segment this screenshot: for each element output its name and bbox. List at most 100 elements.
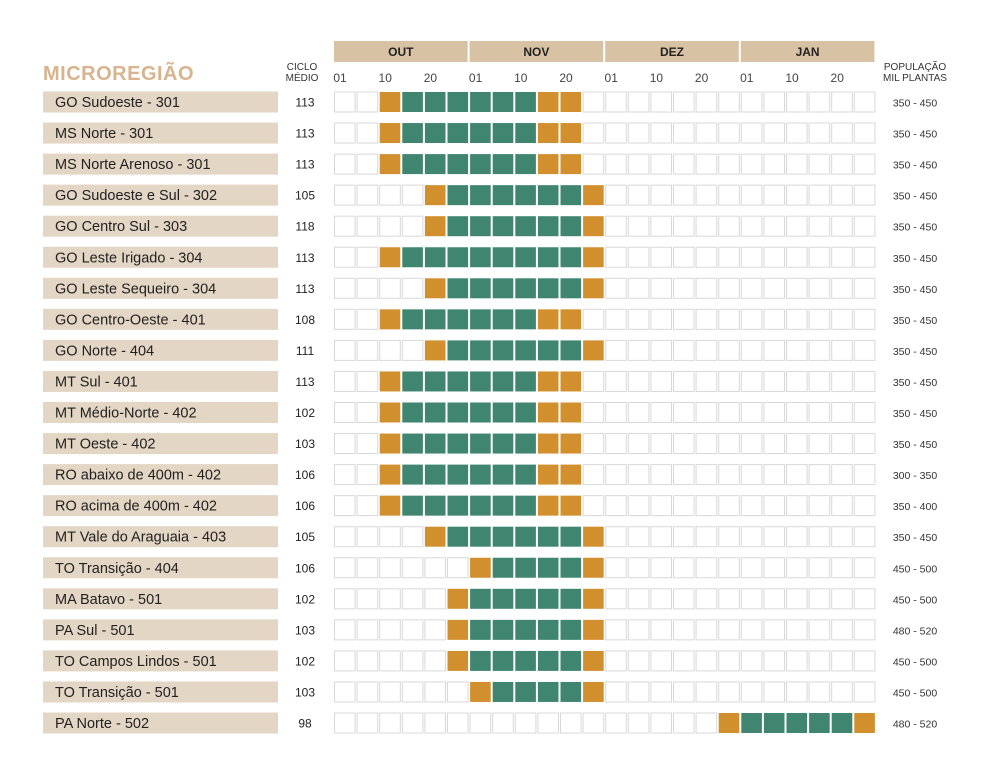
edge-window-cell	[379, 154, 401, 175]
table-row: MS Norte - 301 113 350 - 450	[43, 122, 937, 144]
empty-cell	[356, 650, 379, 672]
empty-cell	[356, 495, 379, 517]
empty-cell	[673, 650, 695, 672]
empty-cell	[605, 495, 627, 517]
empty-cell	[673, 464, 695, 486]
empty-cell	[808, 215, 831, 237]
empty-cell	[356, 246, 379, 268]
empty-cell	[582, 402, 605, 423]
region-label-bg	[43, 246, 278, 268]
empty-cell	[808, 308, 831, 330]
empty-cell	[786, 122, 808, 144]
edge-window-cell	[583, 681, 604, 702]
empty-cell	[831, 402, 853, 423]
empty-cell	[740, 246, 763, 268]
empty-cell	[650, 153, 673, 175]
empty-cell	[650, 370, 673, 392]
empty-cell	[718, 308, 740, 330]
core-window-cell	[424, 154, 446, 175]
empty-cell	[673, 370, 695, 392]
day-tick-label: 20	[559, 71, 573, 85]
empty-cell	[695, 619, 718, 641]
table-row: RO abaixo de 400m - 402 106 300 - 350	[43, 464, 937, 486]
empty-cell	[763, 495, 786, 517]
core-window-cell	[402, 247, 423, 268]
empty-cell	[740, 153, 763, 175]
month-label: OUT	[388, 45, 414, 59]
empty-cell	[718, 557, 740, 579]
core-window-cell	[402, 309, 423, 330]
empty-cell	[695, 339, 718, 361]
empty-cell	[673, 215, 695, 237]
core-window-cell	[515, 309, 536, 330]
table-row: TO Transição - 404 106 450 - 500	[43, 557, 937, 579]
core-window-cell	[560, 588, 582, 609]
core-window-cell	[470, 185, 491, 206]
core-window-cell	[470, 526, 491, 547]
empty-cell	[627, 215, 650, 237]
empty-cell	[695, 402, 718, 423]
empty-cell	[831, 277, 853, 299]
core-window-cell	[402, 495, 423, 516]
edge-window-cell	[560, 433, 582, 454]
empty-cell	[605, 464, 627, 486]
empty-cell	[786, 588, 808, 610]
empty-cell	[673, 557, 695, 579]
region-label: MS Norte Arenoso - 301	[55, 157, 211, 173]
region-label: MT Oeste - 402	[55, 437, 155, 453]
empty-cell	[786, 464, 808, 486]
empty-cell	[401, 650, 424, 672]
edge-window-cell	[583, 526, 604, 547]
empty-cell	[831, 184, 853, 206]
core-window-cell	[402, 154, 423, 175]
empty-cell	[356, 526, 379, 548]
day-tick-label: 01	[333, 71, 347, 85]
region-label-bg	[43, 681, 278, 703]
empty-cell	[447, 712, 469, 734]
core-window-cell	[470, 92, 491, 112]
table-row: TO Campos Lindos - 501 102 450 - 500	[43, 650, 937, 672]
population-value: 480 - 520	[893, 719, 938, 731]
cycle-value: 103	[295, 685, 315, 699]
empty-cell	[379, 184, 401, 206]
core-window-cell	[560, 340, 582, 361]
empty-cell	[627, 681, 650, 703]
edge-window-cell	[537, 433, 559, 454]
core-window-cell	[492, 464, 514, 485]
cycle-value: 103	[295, 437, 315, 451]
empty-cell	[695, 557, 718, 579]
core-window-cell	[470, 433, 491, 454]
empty-cell	[356, 712, 379, 734]
core-window-cell	[424, 247, 446, 268]
empty-cell	[401, 681, 424, 703]
empty-cell	[627, 402, 650, 423]
empty-cell	[718, 681, 740, 703]
empty-cell	[424, 619, 446, 641]
empty-cell	[808, 339, 831, 361]
edge-window-cell	[560, 371, 582, 392]
empty-cell	[695, 464, 718, 486]
empty-cell	[582, 91, 605, 113]
empty-cell	[582, 495, 605, 517]
region-label: GO Centro-Oeste - 401	[55, 312, 206, 328]
edge-window-cell	[537, 371, 559, 392]
empty-cell	[334, 712, 356, 734]
region-label-bg	[43, 277, 278, 299]
empty-cell	[831, 215, 853, 237]
empty-cell	[786, 526, 808, 548]
empty-cell	[695, 526, 718, 548]
empty-cell	[605, 153, 627, 175]
empty-cell	[853, 153, 876, 175]
empty-cell	[763, 277, 786, 299]
core-window-cell	[537, 278, 559, 299]
core-window-cell	[515, 433, 536, 454]
cycle-value: 113	[295, 158, 314, 172]
empty-cell	[356, 370, 379, 392]
core-window-cell	[537, 588, 559, 609]
empty-cell	[379, 277, 401, 299]
empty-cell	[740, 370, 763, 392]
edge-window-cell	[379, 464, 401, 485]
region-label-bg	[43, 526, 278, 548]
empty-cell	[356, 308, 379, 330]
empty-cell	[627, 557, 650, 579]
